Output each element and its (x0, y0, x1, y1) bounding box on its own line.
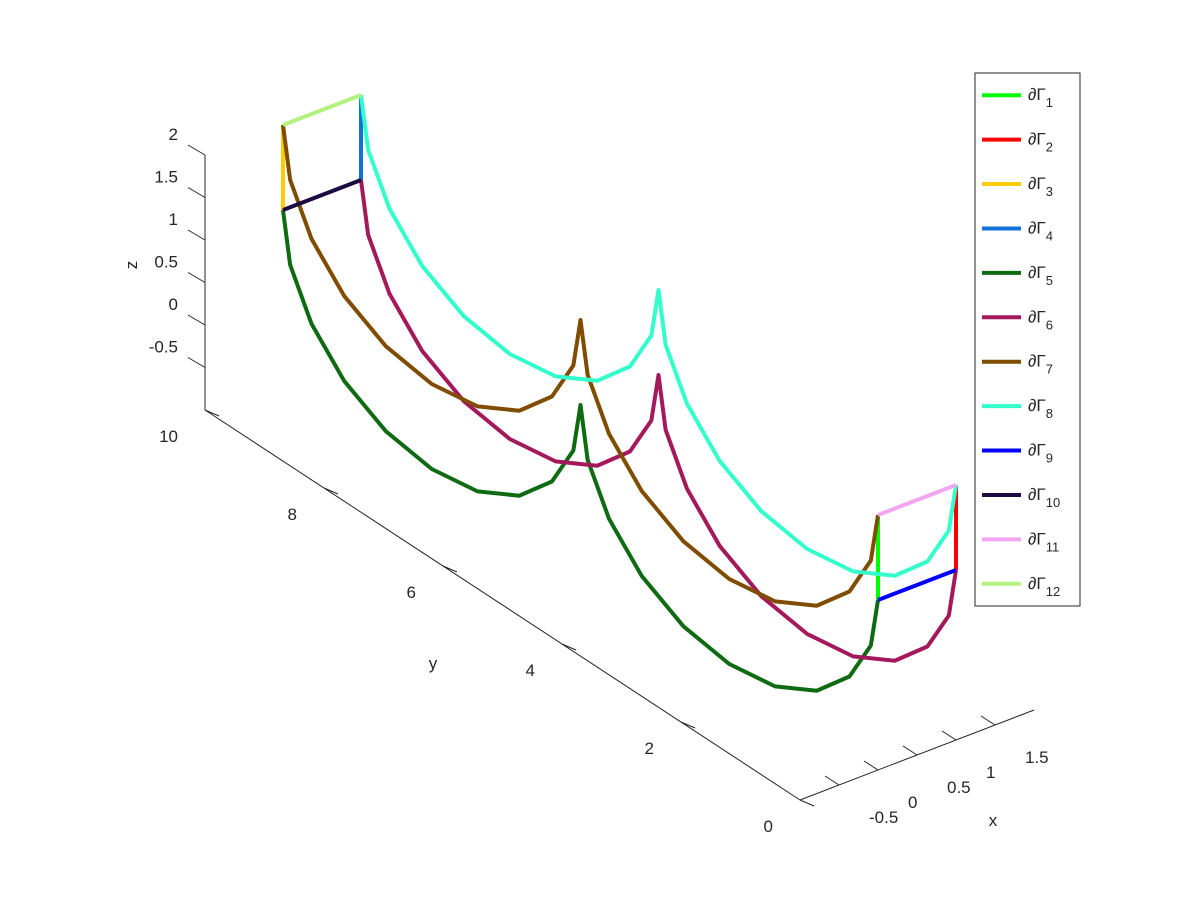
y-tick (442, 565, 458, 573)
y-axis-line (204, 409, 801, 801)
x-tick (824, 775, 840, 786)
legend-subscript: 12 (1046, 584, 1060, 599)
legend-label: ∂Γ3 (1028, 174, 1053, 199)
series-line (282, 93, 362, 127)
legend-label: ∂Γ1 (1028, 85, 1053, 110)
z-tick-label: 2 (169, 125, 178, 144)
x-tick-label: 0.5 (947, 778, 971, 797)
x-tick-label: 1.5 (1025, 748, 1049, 767)
y-tick-label: 2 (645, 739, 654, 758)
z-tick (187, 272, 206, 283)
x-tick (863, 760, 879, 771)
legend-name: ∂Γ (1028, 85, 1046, 104)
z-tick-label: 1 (169, 210, 178, 229)
legend-name: ∂Γ (1028, 396, 1046, 415)
legend-label: ∂Γ12 (1028, 574, 1060, 599)
legend-subscript: 6 (1046, 317, 1053, 332)
z-tick (187, 314, 206, 326)
legend-subscript: 8 (1046, 406, 1053, 421)
y-tick-label: 4 (526, 661, 535, 680)
legend-label: ∂Γ5 (1028, 263, 1053, 288)
series-line (359, 94, 958, 578)
legend-name: ∂Γ (1028, 174, 1046, 193)
y-tick (799, 799, 815, 807)
legend-name: ∂Γ (1028, 130, 1046, 149)
legend-subscript: 3 (1046, 184, 1053, 199)
legend-name: ∂Γ (1028, 441, 1046, 460)
x-tick (980, 715, 996, 726)
z-tick-label: -0.5 (149, 338, 178, 357)
series-line (359, 179, 958, 663)
legend-subscript: 7 (1046, 362, 1053, 377)
x-tick (941, 730, 957, 741)
y-tick-label: 0 (764, 817, 773, 836)
series-line (281, 209, 880, 693)
legend-label: ∂Γ8 (1028, 396, 1053, 421)
legend-name: ∂Γ (1028, 352, 1046, 371)
z-tick (187, 357, 206, 368)
z-tick-label: 0.5 (154, 253, 178, 272)
series-line (281, 124, 880, 608)
legend-name: ∂Γ (1028, 218, 1046, 237)
legend-box (974, 72, 1081, 607)
legend-label: ∂Γ9 (1028, 441, 1053, 466)
y-tick (680, 721, 696, 729)
x-axis-label: x (989, 811, 998, 830)
legend-subscript: 4 (1046, 228, 1053, 243)
z-tick (187, 229, 206, 241)
z-tick-label: 0 (169, 295, 178, 314)
series-line (877, 568, 957, 602)
legend-name: ∂Γ (1028, 574, 1046, 593)
legend-subscript: 5 (1046, 273, 1053, 288)
x-tick-label: -0.5 (869, 808, 898, 827)
legend-subscript: 10 (1046, 495, 1060, 510)
y-tick-label: 10 (159, 427, 178, 446)
legend-label: ∂Γ4 (1028, 218, 1053, 243)
y-tick-label: 6 (407, 583, 416, 602)
legend-label: ∂Γ11 (1028, 529, 1059, 554)
x-tick (902, 745, 918, 756)
legend-label: ∂Γ7 (1028, 352, 1053, 377)
legend-name: ∂Γ (1028, 307, 1046, 326)
legend-label: ∂Γ2 (1028, 130, 1053, 155)
legend-subscript: 1 (1046, 95, 1053, 110)
z-tick (187, 187, 206, 198)
legend-name: ∂Γ (1028, 263, 1046, 282)
z-axis-label: z (122, 261, 141, 270)
y-tick-label: 8 (288, 505, 297, 524)
legend-name: ∂Γ (1028, 529, 1046, 548)
legend-name: ∂Γ (1028, 485, 1046, 504)
legend-label: ∂Γ6 (1028, 307, 1053, 332)
legend-subscript: 11 (1046, 539, 1060, 554)
legend-subscript: 9 (1046, 451, 1053, 466)
y-tick (561, 643, 577, 651)
y-axis-label: y (429, 654, 438, 673)
legend-subscript: 2 (1046, 140, 1053, 155)
y-tick (323, 487, 339, 495)
z-tick (187, 144, 206, 156)
x-tick-label: 0 (908, 793, 917, 812)
legend-label: ∂Γ10 (1028, 485, 1060, 510)
y-tick (204, 409, 220, 417)
series-line (877, 483, 957, 517)
z-tick-label: 1.5 (154, 168, 178, 187)
series-line (282, 178, 362, 212)
x-tick-label: 1 (986, 763, 995, 782)
